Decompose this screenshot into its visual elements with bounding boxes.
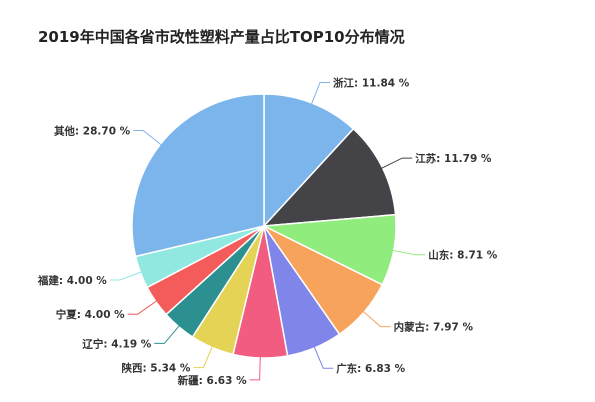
connector-line-11 — [133, 130, 163, 146]
connector-line-2 — [380, 157, 413, 170]
data-label-2: 江苏: 11.79 % — [415, 152, 492, 165]
data-label-6: 新疆: 6.63 % — [178, 374, 247, 387]
data-label-1: 浙江: 11.84 % — [333, 77, 410, 90]
data-label-5: 广东: 6.83 % — [336, 362, 405, 375]
data-label-3: 山东: 8.71 % — [428, 249, 497, 262]
data-label-8: 辽宁: 4.19 % — [82, 337, 151, 350]
connector-line-7 — [193, 345, 214, 369]
connector-line-5 — [313, 345, 334, 369]
connector-line-3 — [391, 249, 426, 256]
data-label-4: 内蒙古: 7.97 % — [394, 321, 474, 334]
data-label-7: 陕西: 5.34 % — [121, 362, 190, 375]
data-label-9: 宁夏: 4.00 % — [56, 308, 125, 321]
connector-line-9 — [127, 299, 158, 315]
connector-line-10 — [109, 271, 143, 281]
connector-line-6 — [249, 355, 261, 381]
data-label-11: 其他: 28.70 % — [54, 125, 131, 138]
connector-line-8 — [154, 324, 181, 344]
connector-line-1 — [310, 82, 330, 106]
connector-line-4 — [362, 310, 391, 328]
chart-title: 2019年中国各省市改性塑料产量占比TOP10分布情况 — [38, 28, 405, 46]
data-label-10: 福建: 4.00 % — [37, 274, 107, 287]
